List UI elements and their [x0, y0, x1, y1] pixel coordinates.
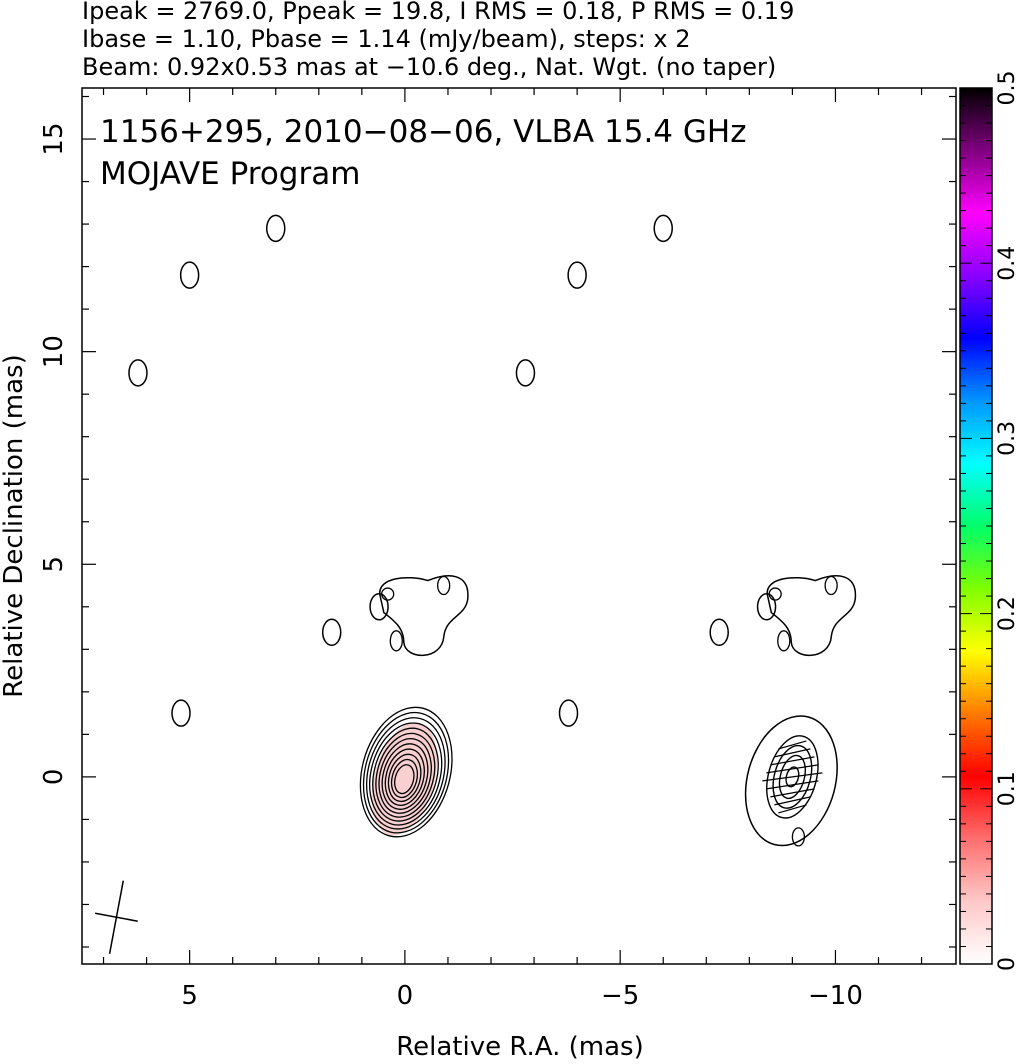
colorbar-tick-label: 0.5 [995, 71, 1020, 106]
plot-subtitle: MOJAVE Program [100, 156, 360, 192]
evpa-stick [766, 780, 819, 790]
contour-blob [381, 587, 395, 601]
contour-blob [777, 630, 791, 652]
contour-blob [558, 699, 579, 727]
contour-blob [179, 261, 200, 289]
colorbar-tick-labels: 0 0.1 0.2 0.3 0.4 0.5 [995, 71, 1020, 972]
core-contour [384, 748, 425, 806]
polarization-core-contours [744, 715, 838, 847]
plot-frame [81, 87, 957, 965]
evpa-sticks [762, 740, 823, 814]
fractional-pol-fill [371, 722, 438, 836]
core-contour [381, 743, 429, 810]
core-contour [369, 722, 443, 826]
contour-blob [756, 593, 777, 621]
pol-contour [785, 766, 800, 788]
core-contour [387, 753, 422, 803]
y-tick-label: 10 [39, 335, 69, 368]
pol-contour [778, 754, 807, 800]
core-contour [394, 764, 415, 795]
evpa-stick [774, 796, 811, 806]
colorbar-tick-label: 0.2 [995, 596, 1020, 631]
beam-marker [94, 880, 138, 954]
contour-blob [389, 630, 403, 652]
evpa-stick [774, 748, 811, 758]
pol-contour [772, 744, 813, 809]
contour-blob [768, 587, 782, 601]
pol-contour [791, 827, 806, 847]
contour-blob [128, 359, 148, 387]
evpa-stick [770, 756, 815, 766]
header-line-1: Ipeak = 2769.0, Ppeak = 19.8, I RMS = 0.… [82, 0, 794, 25]
jet-knot-contour [379, 575, 469, 657]
core-contour [378, 738, 432, 814]
pol-outer-contour [744, 715, 838, 847]
x-tick-label: 0 [397, 981, 414, 1011]
contour-features [128, 214, 857, 727]
pol-contour [766, 735, 819, 819]
contour-blob [515, 359, 536, 387]
core-contour [359, 706, 453, 838]
contour-blob [567, 261, 587, 289]
x-tick-label: 5 [181, 981, 198, 1011]
contour-blob [265, 214, 286, 243]
axis-ticks [82, 88, 956, 964]
evpa-stick [762, 772, 823, 782]
core-contour [390, 758, 419, 799]
x-tick-label: −10 [808, 981, 863, 1011]
colorbar-tick-label: 0 [995, 957, 1020, 971]
core-contours [359, 706, 453, 838]
plot-title: 1156+295, 2010−08−06, VLBA 15.4 GHz [100, 114, 746, 150]
evpa-stick [770, 788, 815, 798]
colorbar-tick-label: 0.1 [995, 771, 1020, 806]
core-contour [365, 717, 446, 830]
evpa-stick [778, 804, 807, 814]
jet-knot-contour [766, 575, 857, 657]
core-contour [375, 732, 436, 818]
contour-blob [824, 575, 838, 596]
evpa-stick [778, 740, 807, 750]
beam-minor-axis [94, 912, 138, 922]
y-tick-labels: 0 5 10 15 [39, 122, 69, 785]
y-tick-label: 15 [39, 122, 69, 155]
contour-blob [321, 618, 342, 647]
colorbar-ticks [960, 87, 992, 965]
contour-blob [653, 214, 673, 243]
y-tick-label: 0 [39, 769, 69, 786]
colorbar-tick-label: 0.4 [995, 246, 1020, 281]
contour-blob [437, 575, 451, 596]
core-contour [362, 711, 450, 834]
y-tick-label: 5 [39, 556, 69, 573]
x-axis-label: Relative R.A. (mas) [396, 1032, 643, 1060]
contour-blob [171, 699, 191, 727]
x-tick-label: −5 [601, 981, 639, 1011]
colorbar-tick-label: 0.3 [995, 421, 1020, 456]
core-contour [372, 727, 439, 822]
header-line-2: Ibase = 1.10, Pbase = 1.14 (mJy/beam), s… [82, 25, 691, 53]
contour-blob [709, 618, 729, 647]
evpa-stick [766, 764, 819, 774]
contour-blob [369, 593, 389, 621]
header-line-3: Beam: 0.92x0.53 mas at −10.6 deg., Nat. … [82, 53, 776, 81]
y-axis-label: Relative Declination (mas) [0, 354, 29, 697]
x-tick-labels: 5 0 −5 −10 [181, 981, 863, 1011]
